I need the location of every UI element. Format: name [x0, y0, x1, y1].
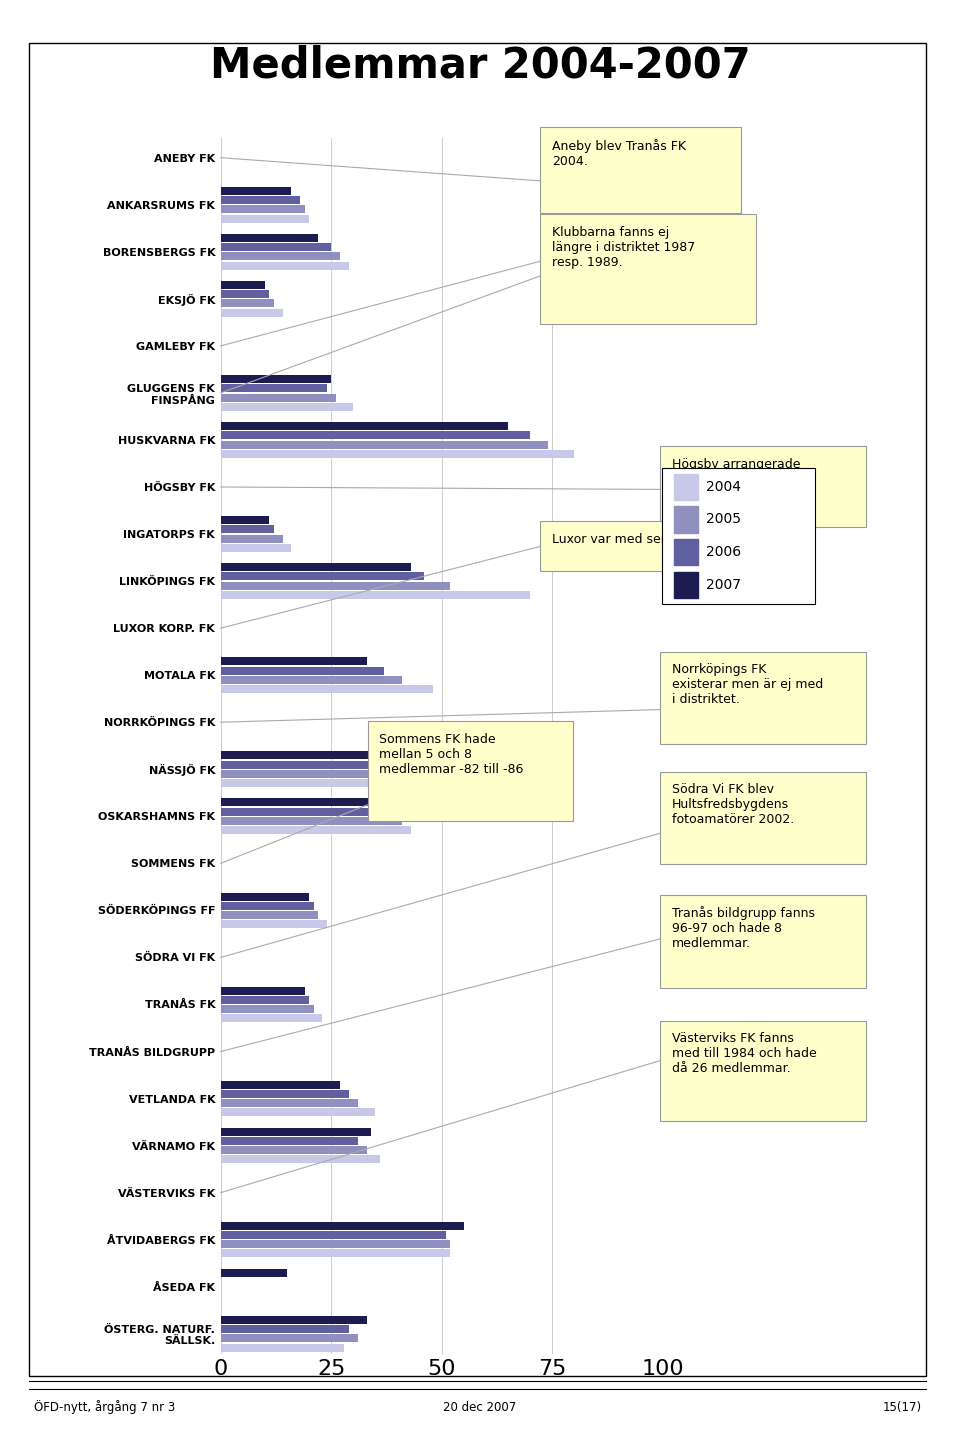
Bar — [221, 657, 367, 666]
Bar — [221, 252, 340, 261]
Text: Aneby blev Tranås FK
2004.: Aneby blev Tranås FK 2004. — [552, 139, 686, 168]
Bar — [221, 1005, 314, 1014]
Bar — [221, 685, 433, 694]
Text: Medlemmar 2004-2007: Medlemmar 2004-2007 — [209, 43, 751, 87]
Bar — [221, 235, 318, 242]
Bar — [221, 1080, 340, 1089]
Bar — [221, 825, 411, 834]
Bar — [221, 563, 411, 572]
Bar — [221, 1128, 371, 1135]
Bar — [221, 666, 384, 675]
Bar — [221, 1250, 450, 1257]
Bar — [221, 1108, 375, 1116]
Bar — [221, 526, 274, 533]
Text: 15(17): 15(17) — [882, 1402, 922, 1413]
Bar — [221, 760, 415, 769]
Bar — [221, 187, 292, 195]
Bar — [221, 676, 402, 683]
Bar — [221, 1344, 345, 1351]
Bar — [221, 996, 309, 1003]
Text: 2006: 2006 — [706, 544, 741, 559]
Bar — [221, 986, 304, 995]
Text: Tranås bildgrupp fanns
96-97 och hade 8
medlemmar.: Tranås bildgrupp fanns 96-97 och hade 8 … — [672, 906, 815, 950]
Bar — [221, 1099, 358, 1108]
Text: Sommens FK hade
mellan 5 och 8
medlemmar -82 till -86: Sommens FK hade mellan 5 och 8 medlemmar… — [379, 733, 523, 776]
Text: 2007: 2007 — [706, 578, 740, 592]
Bar — [221, 243, 331, 251]
Bar — [221, 544, 292, 552]
Bar — [221, 798, 380, 807]
Text: Högsby arrangerade
Östsvenskan 1976.: Högsby arrangerade Östsvenskan 1976. — [672, 458, 801, 485]
Bar — [221, 1156, 380, 1163]
Bar — [221, 591, 530, 599]
Bar — [221, 582, 450, 589]
Bar — [221, 1316, 367, 1323]
Bar — [221, 1241, 450, 1248]
Bar — [221, 779, 450, 788]
Bar — [221, 1137, 358, 1145]
Bar — [221, 281, 265, 290]
Bar — [221, 752, 397, 759]
Bar — [221, 534, 282, 543]
Bar — [221, 1222, 464, 1229]
Bar — [221, 214, 309, 223]
Bar — [221, 262, 348, 269]
Bar — [221, 770, 428, 778]
Bar — [221, 432, 530, 439]
Bar — [221, 440, 547, 449]
Text: Norrköpings FK
existerar men är ej med
i distriktet.: Norrköpings FK existerar men är ej med i… — [672, 663, 824, 707]
Bar — [221, 450, 574, 458]
Bar — [221, 403, 353, 411]
Bar — [221, 206, 304, 213]
Bar — [221, 1325, 348, 1334]
Bar — [221, 1147, 367, 1154]
Text: 2004: 2004 — [706, 479, 740, 494]
Bar — [221, 817, 402, 825]
Bar — [221, 572, 424, 581]
Bar — [221, 423, 508, 430]
Text: ÖFD-nytt, årgång 7 nr 3: ÖFD-nytt, årgång 7 nr 3 — [34, 1400, 175, 1415]
Text: Södra Vi FK blev
Hultsfredsbygdens
fotoamatörer 2002.: Södra Vi FK blev Hultsfredsbygdens fotoa… — [672, 783, 794, 827]
Bar — [221, 394, 336, 401]
Text: Klubbarna fanns ej
längre i distriktet 1987
resp. 1989.: Klubbarna fanns ej längre i distriktet 1… — [552, 226, 695, 269]
Bar — [221, 919, 326, 928]
Bar — [221, 892, 309, 901]
Bar — [221, 384, 326, 392]
Bar — [221, 195, 300, 204]
Bar — [221, 911, 318, 919]
Bar — [221, 1335, 358, 1342]
Bar — [221, 308, 282, 317]
Bar — [221, 902, 314, 909]
Text: 2005: 2005 — [706, 513, 740, 527]
Bar — [221, 300, 274, 307]
Bar — [221, 1268, 287, 1277]
Text: 20 dec 2007: 20 dec 2007 — [444, 1402, 516, 1413]
Text: Västerviks FK fanns
med till 1984 och hade
då 26 medlemmar.: Västerviks FK fanns med till 1984 och ha… — [672, 1032, 817, 1076]
Bar — [221, 1090, 348, 1098]
Bar — [221, 808, 393, 815]
Bar — [221, 1014, 323, 1022]
Text: Luxor var med senast 1988.: Luxor var med senast 1988. — [552, 533, 728, 546]
Bar — [221, 375, 331, 384]
Bar — [221, 1231, 446, 1239]
Bar — [221, 517, 270, 524]
Bar — [221, 290, 270, 298]
